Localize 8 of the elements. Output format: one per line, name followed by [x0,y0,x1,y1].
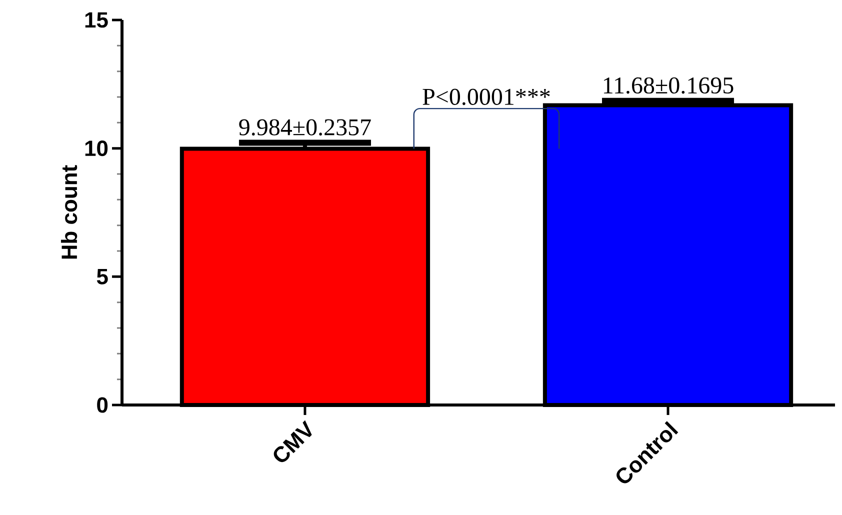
data-label: 11.68±0.1695 [604,77,734,94]
y-tick-label: 0 [97,397,108,413]
y-tick-label: 5 [96,268,108,284]
data-label: 9.984±0.2357 [239,119,371,136]
annotation: P<0.0001*** [422,88,550,106]
y-tick-label: 10 [85,140,108,156]
y-axis-title: Hb count [60,165,78,259]
y-tick-label: 15 [85,12,108,28]
